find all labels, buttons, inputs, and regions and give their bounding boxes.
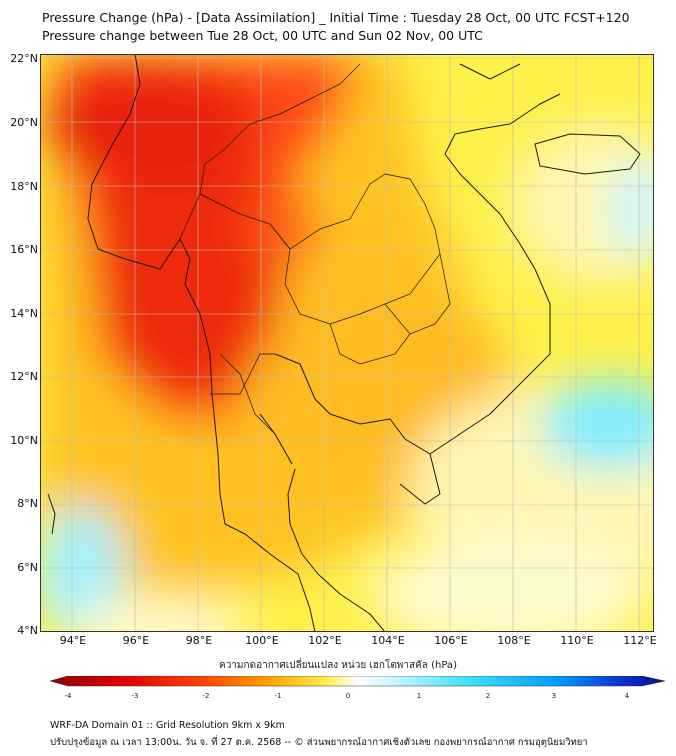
colorbar-tick: 3	[551, 692, 557, 700]
lat-label-12n: 12°N	[10, 370, 38, 383]
lon-label-96e: 96°E	[122, 634, 150, 647]
colorbar-tick: 4	[624, 692, 630, 700]
lon-label-112e: 112°E	[623, 634, 657, 647]
lon-label-104e: 104°E	[371, 634, 405, 647]
lat-label-14n: 14°N	[10, 307, 38, 320]
lat-label-18n: 18°N	[10, 180, 38, 193]
colorbar-tick: 2	[485, 692, 491, 700]
colorbar-tick: 1	[416, 692, 422, 700]
colorbar-tick: -1	[274, 692, 282, 700]
colorbar-title: ความกดอากาศเปลี่ยนแปลง หน่วย เฮกโตพาสคัล…	[219, 660, 457, 671]
colorbar-tick: -2	[202, 692, 210, 700]
lat-label-6n: 6°N	[17, 561, 38, 574]
colorbar-tick: 0	[345, 692, 351, 700]
lat-label-16n: 16°N	[10, 243, 38, 256]
update-credit: ปรับปรุงข้อมูล ณ เวลา 13:00น. วัน จ. ที่…	[50, 737, 588, 748]
lon-label-98e: 98°E	[185, 634, 213, 647]
lon-label-94e: 94°E	[59, 634, 87, 647]
lon-label-106e: 106°E	[434, 634, 468, 647]
lon-label-100e: 100°E	[245, 634, 279, 647]
lat-label-10n: 10°N	[10, 434, 38, 447]
lon-label-108e: 108°E	[497, 634, 531, 647]
lat-label-20n: 20°N	[10, 116, 38, 129]
map-title: Pressure Change (hPa) - [Data Assimilati…	[42, 10, 630, 25]
pressure-change-map	[40, 54, 654, 632]
colorbar	[50, 676, 666, 687]
lat-label-8n: 8°N	[17, 497, 38, 510]
lat-label-22n: 22°N	[10, 52, 38, 65]
colorbar-tick: -4	[64, 692, 72, 700]
model-info: WRF-DA Domain 01 :: Grid Resolution 9km …	[50, 720, 285, 731]
lon-label-102e: 102°E	[308, 634, 342, 647]
colorbar-tick: -3	[131, 692, 139, 700]
lat-label-4n: 4°N	[17, 624, 38, 637]
map-subtitle: Pressure change between Tue 28 Oct, 00 U…	[42, 28, 483, 43]
lon-label-110e: 110°E	[560, 634, 594, 647]
